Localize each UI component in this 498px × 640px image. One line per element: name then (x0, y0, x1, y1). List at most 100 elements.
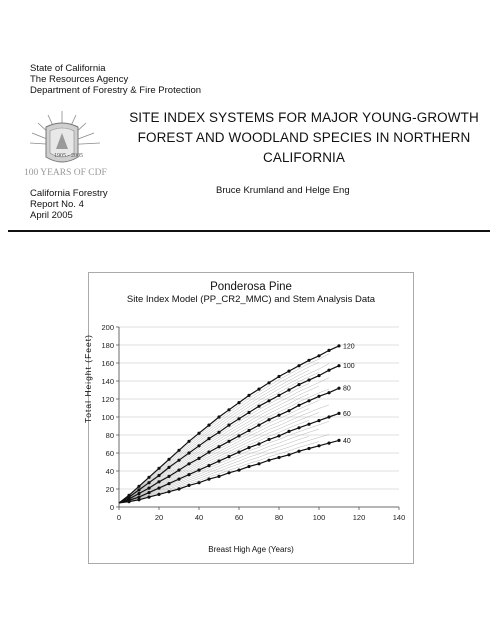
series-point-80 (187, 462, 191, 466)
x-axis-label: Breast High Age (Years) (208, 545, 294, 554)
series-point-60 (247, 446, 251, 450)
series-point-80 (257, 423, 261, 427)
series-point-40 (127, 500, 131, 504)
series-point-80 (297, 403, 301, 407)
title-line: CALIFORNIA (262, 150, 345, 165)
stem-analysis-curve (118, 385, 320, 504)
series-point-120 (177, 448, 181, 452)
series-point-60 (257, 442, 261, 446)
stem-analysis-curve (118, 408, 310, 504)
series-line-80 (118, 387, 340, 504)
series-point-100 (237, 417, 241, 421)
svg-text:100 YEARS OF CDF: 100 YEARS OF CDF (24, 168, 107, 178)
stem-analysis-curve (118, 412, 320, 504)
series-point-40 (137, 498, 141, 502)
series-point-100 (207, 437, 211, 441)
series-point-80 (277, 413, 281, 417)
stem-analysis-curve (118, 400, 320, 504)
y-tick-label: 0 (110, 503, 114, 512)
series-point-40 (187, 483, 191, 487)
stem-analysis-curve (118, 353, 330, 504)
series-point-40 (227, 471, 231, 475)
series-point-80 (167, 474, 171, 478)
stem-analysis-curve (118, 428, 320, 504)
y-tick-label: 140 (101, 377, 114, 386)
series-point-120 (307, 358, 311, 362)
report-line: Report No. 4 (30, 199, 84, 210)
series-point-40 (177, 487, 181, 491)
series-point-40 (317, 444, 321, 448)
series-label-100: 100 (343, 363, 355, 370)
stem-analysis-curve (118, 421, 330, 504)
series-point-120 (207, 423, 211, 427)
series-point-60 (277, 434, 281, 438)
series-point-120 (197, 431, 201, 435)
series-point-40 (267, 458, 271, 462)
series-point-100 (267, 399, 271, 403)
series-point-120 (167, 457, 171, 461)
series-point-60 (227, 455, 231, 459)
series-point-40 (237, 468, 241, 472)
series-point-40 (147, 495, 151, 499)
series-point-80 (197, 456, 201, 460)
series-point-100 (157, 473, 161, 478)
series-point-40 (327, 441, 331, 445)
series-point-40 (247, 464, 251, 469)
series-point-80 (317, 394, 321, 398)
series-point-100 (147, 481, 151, 485)
series-point-60 (167, 482, 171, 486)
stem-analysis-curve (118, 383, 310, 504)
header-divider (8, 230, 490, 232)
series-point-60 (157, 486, 161, 490)
series-point-120 (287, 369, 291, 373)
series-label-60: 60 (343, 411, 351, 418)
series-point-60 (307, 422, 311, 426)
series-point-40 (257, 462, 261, 466)
series-point-100 (247, 410, 251, 415)
chart-title: Ponderosa Pine (210, 281, 292, 293)
series-point-100 (307, 378, 311, 382)
series-point-100 (297, 383, 301, 387)
series-point-40 (157, 492, 161, 496)
series-point-120 (187, 439, 191, 443)
series-point-60 (177, 477, 181, 481)
series-point-120 (247, 393, 251, 397)
agency-block: State of California The Resources Agency… (30, 63, 201, 96)
stem-analysis-curve (118, 404, 330, 504)
x-tick-label: 140 (393, 513, 406, 522)
x-tick-label: 40 (195, 513, 203, 522)
x-tick-label: 0 (117, 513, 121, 522)
series-point-40 (217, 474, 221, 478)
stem-analysis-curve (118, 441, 320, 504)
cdf-seal-logo: 1905 - 2005 100 YEARS OF CDF (24, 111, 107, 178)
series-point-100 (277, 393, 281, 397)
series-point-60 (137, 495, 141, 499)
y-tick-label: 160 (101, 359, 114, 368)
series-label-40: 40 (343, 438, 351, 445)
chart-subtitle: Site Index Model (PP_CR2_MMC) and Stem A… (126, 294, 376, 305)
series-point-80 (287, 409, 291, 413)
series-point-100 (337, 364, 341, 368)
stem-analysis-curve (118, 377, 330, 504)
series-point-40 (287, 453, 291, 457)
authors: Bruce Krumland and Helge Eng (216, 185, 350, 196)
series-point-120 (237, 401, 241, 405)
agency-line: State of California (30, 63, 106, 74)
series-label-80: 80 (343, 386, 351, 393)
y-tick-label: 80 (106, 431, 114, 440)
series-point-40 (207, 477, 211, 481)
plot-area: 0 20 40 60 80 100 120 140 160 180 200 0 20 40 60 80 100 1… (101, 323, 406, 522)
series-point-120 (277, 374, 281, 379)
agency-line: The Resources Agency (30, 74, 129, 85)
series-point-80 (207, 450, 211, 454)
report-title: SITE INDEX SYSTEMS FOR MAJOR YOUNG-GROWT… (120, 108, 488, 168)
series-point-40 (197, 481, 201, 485)
series-point-60 (287, 429, 291, 433)
series-point-100 (187, 451, 191, 455)
series-point-100 (287, 388, 291, 392)
series-point-80 (237, 434, 241, 438)
series-point-120 (297, 364, 301, 368)
series-point-40 (297, 449, 301, 453)
stem-analysis-curve (118, 393, 310, 504)
series-label-120: 120 (343, 343, 355, 350)
